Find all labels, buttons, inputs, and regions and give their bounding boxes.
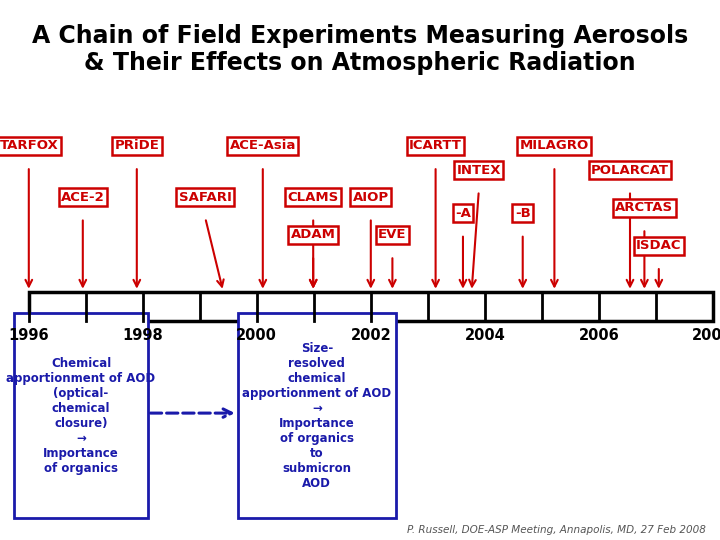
Text: PRiDE: PRiDE bbox=[114, 139, 159, 152]
Text: 1998: 1998 bbox=[122, 328, 163, 343]
Text: MILAGRO: MILAGRO bbox=[520, 139, 589, 152]
Text: AIOP: AIOP bbox=[353, 191, 389, 204]
Text: Size-
resolved
chemical
apportionment of AOD
→
Importance
of organics
to
submicr: Size- resolved chemical apportionment of… bbox=[242, 342, 392, 490]
Text: A Chain of Field Experiments Measuring Aerosols: A Chain of Field Experiments Measuring A… bbox=[32, 24, 688, 48]
Text: POLARCAT: POLARCAT bbox=[591, 164, 669, 177]
Text: ICARTT: ICARTT bbox=[409, 139, 462, 152]
Text: CLAMS: CLAMS bbox=[287, 191, 339, 204]
Text: ARCTAS: ARCTAS bbox=[616, 201, 673, 214]
Text: ISDAC: ISDAC bbox=[636, 239, 682, 252]
Text: -A: -A bbox=[455, 207, 471, 220]
Text: ACE-2: ACE-2 bbox=[61, 191, 104, 204]
Text: 2008: 2008 bbox=[693, 328, 720, 343]
Text: P. Russell, DOE-ASP Meeting, Annapolis, MD, 27 Feb 2008: P. Russell, DOE-ASP Meeting, Annapolis, … bbox=[407, 524, 706, 535]
Text: SAFARI: SAFARI bbox=[179, 191, 232, 204]
Text: Chemical
apportionment of AOD
(optical-
chemical
closure)
→
Importance
of organi: Chemical apportionment of AOD (optical- … bbox=[6, 357, 156, 475]
Text: 2004: 2004 bbox=[464, 328, 505, 343]
Text: 2002: 2002 bbox=[351, 328, 391, 343]
Text: ADAM: ADAM bbox=[291, 228, 336, 241]
Text: ACE-Asia: ACE-Asia bbox=[230, 139, 296, 152]
Text: TARFOX: TARFOX bbox=[0, 139, 58, 152]
Text: & Their Effects on Atmospheric Radiation: & Their Effects on Atmospheric Radiation bbox=[84, 51, 636, 75]
Text: EVE: EVE bbox=[378, 228, 407, 241]
Text: -B: -B bbox=[515, 207, 531, 220]
Text: 2000: 2000 bbox=[236, 328, 277, 343]
Text: INTEX: INTEX bbox=[456, 164, 501, 177]
Text: 2006: 2006 bbox=[578, 328, 619, 343]
Text: 1996: 1996 bbox=[9, 328, 49, 343]
